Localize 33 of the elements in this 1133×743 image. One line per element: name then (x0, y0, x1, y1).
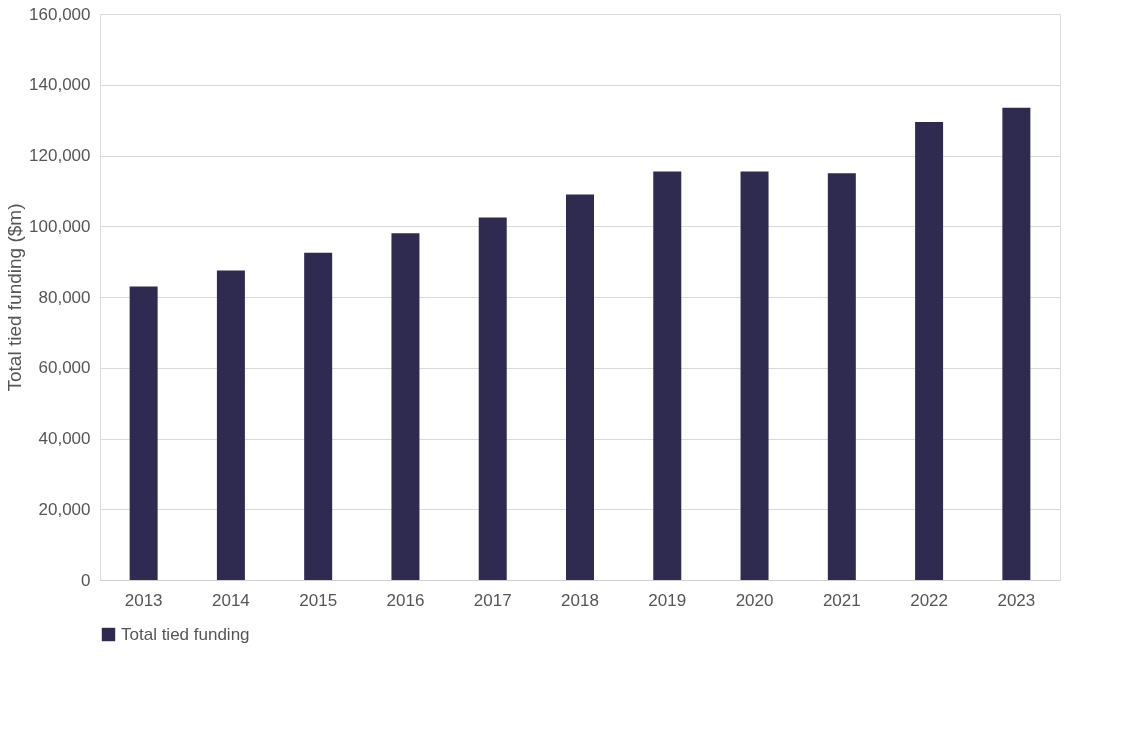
y-tick-label: 160,000 (29, 4, 91, 24)
y-tick-label: 20,000 (38, 499, 91, 519)
y-axis-title: Total tied funding ($m) (4, 203, 26, 392)
x-tick-label: 2016 (386, 590, 425, 610)
bar (1002, 107, 1031, 580)
x-tick-label: 2013 (124, 590, 163, 610)
bar (653, 171, 682, 580)
bar (566, 194, 594, 580)
x-tick-label: 2023 (997, 590, 1036, 610)
bar (129, 286, 158, 580)
y-tick-label: 140,000 (29, 75, 91, 95)
y-tick-label: 100,000 (29, 216, 91, 236)
y-tick-label: 0 (81, 570, 91, 590)
bar (478, 217, 507, 580)
x-tick-label: 2018 (561, 590, 599, 610)
x-tick-label: 2014 (212, 590, 250, 610)
x-tick-label: 2021 (822, 590, 861, 610)
x-tick-label: 2022 (910, 590, 948, 610)
legend-label: Total tied funding (121, 624, 250, 644)
y-tick-label: 80,000 (38, 287, 91, 307)
bar (216, 270, 245, 580)
x-tick-label: 2020 (735, 590, 774, 610)
bar (915, 121, 944, 580)
bar (304, 252, 333, 580)
y-tick-label: 120,000 (29, 146, 91, 165)
bar (827, 173, 856, 580)
x-tick-label: 2017 (473, 590, 512, 610)
y-tick-label: 60,000 (38, 358, 91, 378)
y-tick-label: 40,000 (38, 429, 91, 448)
bar (740, 171, 769, 580)
bar (391, 233, 420, 580)
x-tick-label: 2019 (648, 590, 687, 610)
x-tick-label: 2015 (299, 590, 338, 610)
